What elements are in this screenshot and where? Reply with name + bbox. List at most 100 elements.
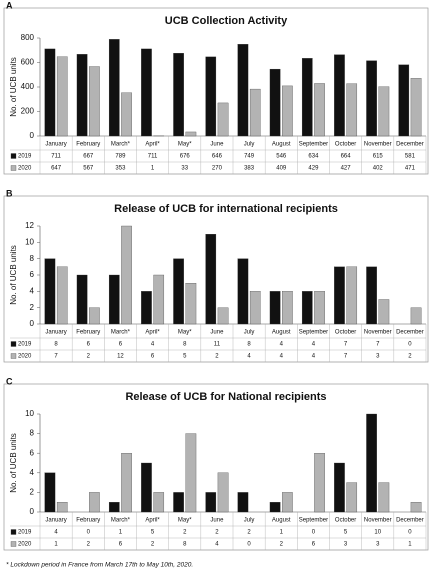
y-tick-label: 2: [30, 303, 35, 312]
bar: [76, 54, 88, 137]
bar: [108, 39, 120, 137]
x-tick-label: June: [210, 518, 224, 524]
table-value: 676: [180, 154, 191, 160]
bar: [185, 433, 197, 513]
y-tick-label: 0: [30, 131, 35, 140]
y-tick-label: 600: [21, 58, 35, 67]
legend-label: 2020: [18, 542, 32, 548]
bar: [378, 86, 390, 137]
bar: [410, 307, 422, 325]
chart-title: Release of UCB for international recipie…: [114, 203, 338, 215]
x-tick-label: September: [299, 330, 328, 336]
table-value: 3: [376, 542, 380, 548]
table-value: 647: [51, 166, 62, 172]
table-value: 2: [183, 530, 187, 536]
x-tick-label: July: [244, 518, 255, 524]
table-value: 3: [344, 542, 348, 548]
bar: [44, 472, 56, 513]
x-tick-label: December: [396, 518, 424, 524]
bar: [410, 78, 422, 137]
table-value: 567: [83, 166, 94, 172]
table-value: 667: [83, 154, 94, 160]
table-value: 5: [151, 530, 155, 536]
chart-title: Release of UCB for National recipients: [125, 391, 326, 403]
table-value: 546: [276, 154, 287, 160]
table-value: 7: [344, 342, 348, 348]
table-value: 6: [87, 342, 91, 348]
y-tick-label: 12: [25, 221, 34, 230]
table-value: 2: [247, 530, 251, 536]
x-tick-label: January: [45, 518, 66, 524]
legend-swatch: [10, 529, 17, 535]
x-tick-label: May*: [178, 142, 192, 148]
bar: [301, 291, 313, 325]
x-tick-label: August: [272, 330, 291, 336]
table-value: 270: [212, 166, 223, 172]
table-value: 634: [308, 154, 319, 160]
y-tick-label: 800: [21, 33, 35, 42]
x-tick-label: September: [299, 142, 328, 148]
bar: [314, 83, 325, 137]
table-value: 4: [151, 342, 155, 348]
table-value: 12: [117, 354, 124, 360]
bar: [269, 68, 281, 137]
table-value: 7: [376, 342, 380, 348]
table-value: 4: [312, 354, 316, 360]
table-value: 6: [119, 542, 123, 548]
bar: [56, 266, 68, 325]
table-value: 402: [373, 166, 384, 172]
x-tick-label: October: [335, 142, 356, 148]
x-tick-label: March*: [111, 518, 131, 524]
table-value: 4: [280, 342, 284, 348]
x-tick-label: February: [76, 518, 100, 524]
x-tick-label: October: [335, 518, 356, 524]
table-value: 749: [244, 154, 255, 160]
bar: [366, 413, 377, 513]
x-tick-label: December: [396, 330, 424, 336]
table-value: 0: [408, 342, 412, 348]
table-value: 33: [181, 166, 188, 172]
bar: [217, 307, 229, 325]
x-tick-label: June: [210, 330, 224, 336]
x-tick-label: June: [210, 142, 224, 148]
x-tick-label: April*: [145, 142, 160, 148]
table-value: 5: [183, 354, 187, 360]
bar: [334, 266, 345, 325]
table-value: 4: [280, 354, 284, 360]
x-tick-label: April*: [145, 518, 160, 524]
bar: [121, 92, 132, 137]
table-value: 5: [344, 530, 348, 536]
table-value: 4: [215, 542, 219, 548]
legend-swatch: [10, 341, 17, 347]
y-axis-label: No. of UCB units: [9, 433, 18, 493]
x-tick-label: November: [364, 142, 392, 148]
bar: [153, 274, 165, 325]
table-value: 1: [280, 530, 284, 536]
table-value: 0: [87, 530, 91, 536]
legend-label: 2019: [18, 342, 32, 348]
table-value: 8: [183, 342, 187, 348]
table-value: 6: [312, 542, 316, 548]
bar: [346, 266, 358, 325]
y-tick-label: 4: [30, 468, 35, 477]
legend-swatch: [10, 541, 17, 547]
legend-swatch: [10, 153, 17, 159]
x-tick-label: January: [45, 142, 66, 148]
bar: [89, 66, 100, 137]
y-tick-label: 4: [30, 286, 35, 295]
bar: [314, 291, 325, 325]
panel-letter: B: [6, 188, 13, 198]
table-value: 3: [376, 354, 380, 360]
bar: [237, 492, 249, 513]
y-tick-label: 8: [30, 254, 35, 263]
bar: [173, 53, 184, 137]
table-value: 11: [214, 342, 221, 348]
bar: [205, 234, 217, 325]
table-value: 2: [215, 354, 219, 360]
table-value: 4: [54, 530, 58, 536]
bar: [282, 291, 293, 325]
table-value: 8: [54, 342, 58, 348]
x-tick-label: July: [244, 142, 255, 148]
bar: [185, 283, 197, 325]
